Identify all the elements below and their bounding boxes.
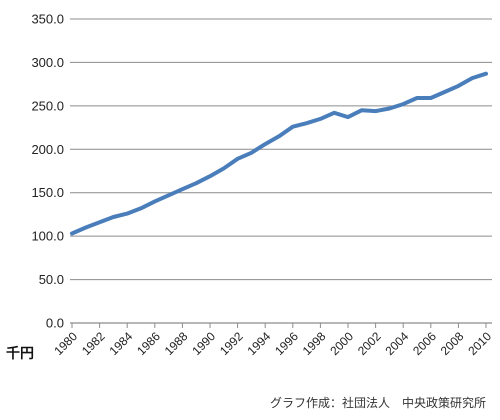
x-tick-label: 2002 [355, 329, 384, 358]
x-tick-label: 1994 [245, 329, 274, 358]
x-tick-label: 2000 [327, 329, 356, 358]
x-tick-label: 1986 [134, 329, 163, 358]
y-tick-label: 100.0 [31, 229, 64, 244]
y-axis-ticks: 0.0 50.0 100.0 150.0 200.0 250.0 300.0 350.0 [31, 12, 64, 331]
x-tick-label: 1980 [51, 329, 80, 358]
x-tick-label: 1982 [79, 329, 108, 358]
x-tick-label: 1988 [162, 329, 191, 358]
y-tick-label: 300.0 [31, 55, 64, 70]
x-axis-ticks: 1980198219841986198819901992199419961998… [51, 323, 494, 358]
y-tick-label: 200.0 [31, 142, 64, 157]
x-tick-label: 1990 [189, 329, 218, 358]
y-axis-unit-label: 千円 [6, 346, 34, 362]
x-tick-label: 2008 [438, 329, 467, 358]
x-tick-label: 2004 [383, 329, 412, 358]
x-tick-label: 1992 [217, 329, 246, 358]
x-tick-label: 1984 [107, 329, 136, 358]
series-line [70, 71, 488, 236]
chart-credit: グラフ作成：社団法人 中央政策研究所 [269, 396, 486, 410]
y-tick-label: 350.0 [31, 12, 64, 27]
y-tick-label: 250.0 [31, 98, 64, 113]
series-group [70, 71, 488, 236]
y-tick-label: 150.0 [31, 185, 64, 200]
x-tick-label: 1996 [272, 329, 301, 358]
y-tick-label: 0.0 [46, 316, 64, 331]
x-tick-label: 2010 [465, 329, 494, 358]
gridlines [70, 18, 492, 281]
y-tick-label: 50.0 [39, 272, 64, 287]
x-tick-label: 2006 [410, 329, 439, 358]
x-tick-label: 1998 [300, 329, 329, 358]
